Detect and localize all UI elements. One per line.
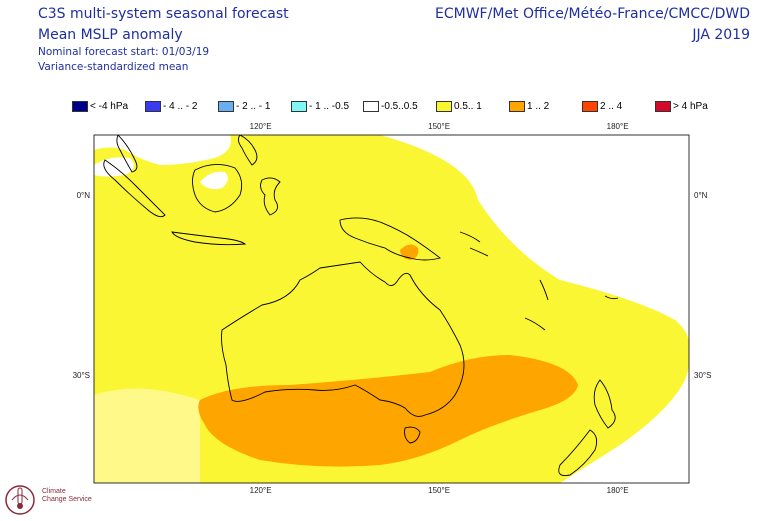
legend-swatch xyxy=(363,101,379,112)
forecast-title: C3S multi-system seasonal forecast xyxy=(38,6,289,22)
coast-vanuatu xyxy=(539,279,549,301)
legend-item: - 2 .. - 1 xyxy=(218,96,271,112)
legend-label: -0.5..0.5 xyxy=(381,101,418,112)
legend-swatch xyxy=(582,101,598,112)
lon-tick-label: 120°E xyxy=(250,486,272,495)
anomaly-region-1-2-newguinea xyxy=(400,244,419,260)
coast-nz-south xyxy=(558,429,598,476)
forecast-centres: ECMWF/Met Office/Météo-France/CMCC/DWD xyxy=(435,6,750,22)
legend-item: 1 .. 2 xyxy=(509,96,550,112)
thermometer-globe-icon xyxy=(5,485,35,515)
legend-swatch xyxy=(218,101,234,112)
logo-line-1: Climate xyxy=(42,488,66,495)
coast-fiji xyxy=(604,295,619,300)
forecast-method: Variance-standardized mean xyxy=(38,61,189,73)
anomaly-region-1-2-south xyxy=(198,355,579,467)
coast-philippines xyxy=(237,135,258,166)
legend-item: 0.5.. 1 xyxy=(436,96,482,112)
legend-swatch xyxy=(145,101,161,112)
legend-label: - 2 .. - 1 xyxy=(236,101,271,112)
lat-tick-label: 30°S xyxy=(73,371,90,380)
legend-item: > 4 hPa xyxy=(655,96,708,112)
legend-swatch xyxy=(509,101,525,112)
legend-label: 1 .. 2 xyxy=(527,101,550,112)
legend-label: < -4 hPa xyxy=(90,101,129,112)
anomaly-region-neutral-nw xyxy=(94,135,231,165)
legend-swatch xyxy=(291,101,307,112)
legend-item: 2 .. 4 xyxy=(582,96,623,112)
legend-swatch xyxy=(436,101,452,112)
logo-line-2: Change Service xyxy=(42,496,92,503)
coast-borneo xyxy=(192,164,243,213)
coast-malay-peninsula xyxy=(116,135,138,173)
coast-java xyxy=(171,231,247,246)
legend-label: - 4 .. - 2 xyxy=(163,101,198,112)
lon-tick-label: 150°E xyxy=(428,486,450,495)
map-frame xyxy=(93,134,690,484)
copernicus-logo: Climate Change Service xyxy=(4,480,114,520)
anomaly-region-light-yellow xyxy=(94,388,200,483)
forecast-start: Nominal forecast start: 01/03/19 xyxy=(38,46,210,58)
forecast-season: JJA 2019 xyxy=(692,27,750,43)
legend-label: > 4 hPa xyxy=(673,101,708,112)
coastlines xyxy=(103,135,619,476)
coast-new-caledonia xyxy=(524,317,546,331)
lat-tick-label: 30°S xyxy=(694,371,711,380)
legend-item: - 4 .. - 2 xyxy=(145,96,198,112)
coast-tasmania xyxy=(404,426,421,444)
legend-label: - 1 .. -0.5 xyxy=(309,101,350,112)
lon-tick-label: 120°E xyxy=(250,122,272,131)
coast-sulawesi xyxy=(260,177,281,216)
lat-tick-label: 0°N xyxy=(77,191,91,200)
coast-new-guinea xyxy=(339,217,441,261)
lon-tick-label: 150°E xyxy=(428,122,450,131)
coast-australia xyxy=(221,261,465,417)
coast-solomons xyxy=(459,231,489,257)
legend-label: 2 .. 4 xyxy=(600,101,623,112)
anomaly-region-neutral-small xyxy=(200,171,228,190)
lat-tick-label: 0°N xyxy=(694,191,708,200)
coast-sumatra xyxy=(103,159,166,218)
legend-swatch xyxy=(72,101,88,112)
forecast-variable: Mean MSLP anomaly xyxy=(38,27,183,43)
coast-nz-north xyxy=(593,379,616,429)
lon-tick-label: 180°E xyxy=(607,122,629,131)
legend-swatch xyxy=(655,101,671,112)
legend-item: - 1 .. -0.5 xyxy=(291,96,350,112)
legend-label: 0.5.. 1 xyxy=(454,101,482,112)
lon-tick-label: 180°E xyxy=(607,486,629,495)
legend-item: -0.5..0.5 xyxy=(363,96,418,112)
legend-item: < -4 hPa xyxy=(72,96,129,112)
